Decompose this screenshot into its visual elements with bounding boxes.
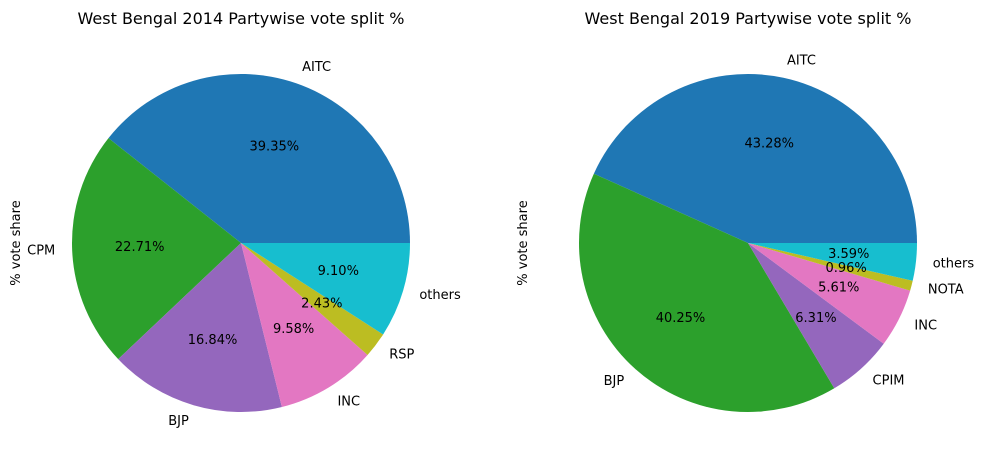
category-label-2019-others: others — [933, 256, 975, 271]
pie-chart-2019: West Bengal 2019 Partywise vote split % … — [516, 9, 974, 412]
pie-chart-2014: West Bengal 2014 Partywise vote split % … — [9, 9, 461, 429]
slice-2014-others — [241, 243, 410, 335]
category-label-2019-cpim: CPIM — [873, 374, 905, 389]
value-label-2014-bjp: 16.84% — [188, 333, 238, 348]
chart-title-2014: West Bengal 2014 Partywise vote split % — [78, 9, 405, 28]
value-label-2014-cpm: 22.71% — [115, 240, 165, 255]
slice-2019-inc — [748, 243, 911, 344]
category-label-2014-bjp: BJP — [168, 414, 189, 429]
category-label-2019-aitc: AITC — [787, 54, 816, 69]
slice-2019-aitc — [593, 74, 917, 243]
slice-2019-cpim — [748, 243, 884, 389]
category-label-2014-inc: INC — [337, 394, 360, 409]
slice-2014-rsp — [241, 243, 384, 355]
slice-2014-cpm — [71, 138, 241, 360]
value-label-2014-rsp: 2.43% — [301, 297, 342, 312]
slice-2019-bjp — [579, 173, 835, 412]
value-label-2019-nota: 0.96% — [825, 261, 866, 276]
category-label-2014-aitc: AITC — [302, 60, 331, 75]
category-label-2019-inc: INC — [914, 318, 937, 333]
slice-2014-aitc — [108, 73, 411, 243]
category-label-2019-bjp: BJP — [604, 374, 625, 389]
category-label-2014-cpm: CPM — [27, 244, 55, 259]
y-axis-label-2019: % vote share — [516, 200, 531, 285]
value-label-2014-others: 9.10% — [318, 264, 359, 279]
slice-2019-nota — [748, 243, 913, 291]
labels-2019: AITC 43.28% BJP 40.25% CPIM 6.31% INC 5.61% NOTA… — [604, 54, 975, 389]
category-label-2014-rsp: RSP — [389, 348, 414, 363]
category-label-2014-others: others — [419, 288, 461, 303]
chart-title-2019: West Bengal 2019 Partywise vote split % — [585, 9, 912, 28]
y-axis-label-2014: % vote share — [9, 200, 24, 285]
value-label-2014-inc: 9.58% — [273, 322, 314, 337]
value-label-2019-inc: 5.61% — [818, 281, 859, 296]
slice-2014-inc — [241, 243, 368, 407]
slice-2014-bjp — [118, 243, 282, 412]
value-label-2019-cpim: 6.31% — [795, 311, 836, 326]
value-label-2019-bjp: 40.25% — [656, 311, 706, 326]
labels-2014: AITC 39.35% CPM 22.71% BJP 16.84% INC 9.58% RSP 2… — [27, 60, 461, 429]
slices-2019 — [579, 74, 917, 412]
slice-2019-others — [748, 243, 917, 281]
value-label-2019-aitc: 43.28% — [744, 136, 794, 151]
value-label-2019-others: 3.59% — [828, 247, 869, 262]
slices-2014 — [71, 73, 411, 412]
value-label-2014-aitc: 39.35% — [250, 140, 300, 155]
category-label-2019-nota: NOTA — [928, 283, 964, 298]
